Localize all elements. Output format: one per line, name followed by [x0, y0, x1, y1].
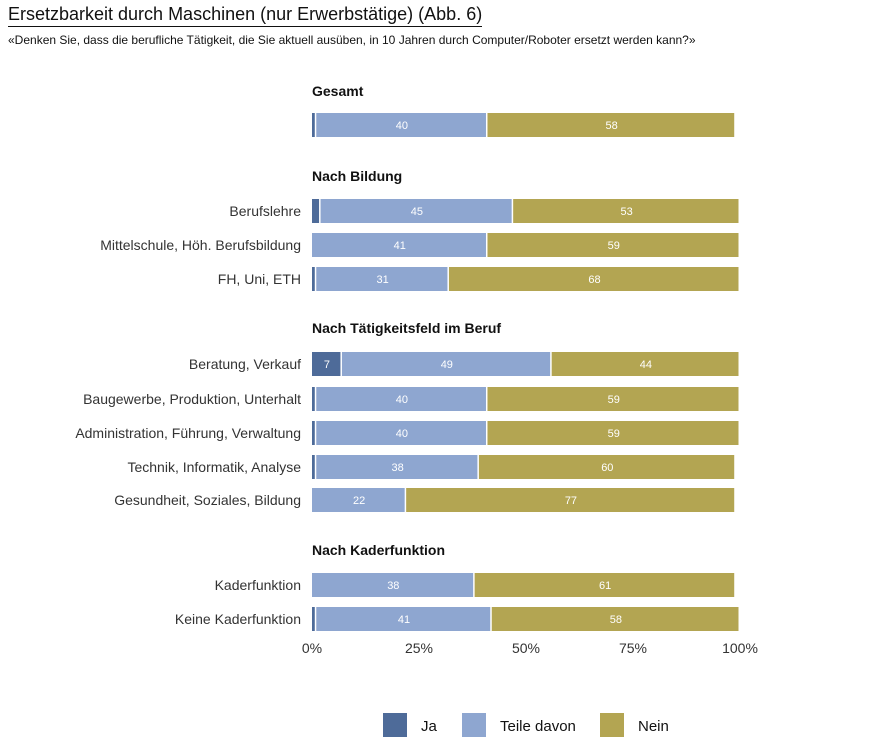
bar-segment-nein [487, 387, 739, 411]
legend-swatch [600, 713, 624, 737]
row-label: Baugewerbe, Produktion, Unterhalt [83, 391, 301, 407]
bar-segment-nein [406, 488, 735, 512]
data-label: 40 [396, 394, 408, 406]
x-tick-label: 50% [512, 640, 540, 656]
x-tick-label: 75% [619, 640, 647, 656]
legend-label: Nein [638, 718, 669, 735]
bar-segment-ja [312, 607, 315, 631]
bar-segment-ja [312, 455, 315, 479]
bar-segment-teile-davon [316, 455, 478, 479]
bar-segment-nein [474, 573, 735, 597]
data-label: 41 [394, 240, 406, 252]
data-label: 22 [353, 495, 365, 507]
group-header: Nach Tätigkeitsfeld im Beruf [312, 320, 501, 336]
data-label: 59 [608, 240, 620, 252]
chart-subtitle: «Denken Sie, dass die berufliche Tätigke… [8, 33, 696, 47]
bar-segment-nein [487, 421, 739, 445]
bar-segment-teile-davon [316, 113, 486, 137]
row-label: FH, Uni, ETH [218, 271, 301, 287]
bar-segment-teile-davon [320, 199, 512, 223]
data-label: 41 [398, 614, 410, 626]
bar-segment-teile-davon [312, 573, 474, 597]
x-tick-label: 25% [405, 640, 433, 656]
bar-segment-teile-davon [316, 267, 448, 291]
row-label: Beratung, Verkauf [189, 356, 301, 372]
data-label: 44 [640, 359, 652, 371]
data-label: 61 [599, 580, 611, 592]
bar-segment-ja [312, 113, 315, 137]
data-label: 31 [376, 274, 388, 286]
group-header: Nach Bildung [312, 168, 402, 184]
legend-swatch [383, 713, 407, 737]
data-label: 7 [324, 359, 330, 371]
data-label: 58 [605, 120, 617, 132]
group-header: Nach Kaderfunktion [312, 542, 445, 558]
bar-segment-nein [478, 455, 735, 479]
bar-segment-nein [487, 233, 739, 257]
legend-label: Ja [421, 718, 438, 735]
bar-segment-teile-davon [316, 421, 486, 445]
row-label: Mittelschule, Höh. Berufsbildung [100, 237, 301, 253]
data-label: 68 [588, 274, 600, 286]
data-label: 49 [441, 359, 453, 371]
group-header: Gesamt [312, 83, 364, 99]
bar-segment-ja [312, 387, 315, 411]
bar-segment-teile-davon [316, 607, 491, 631]
bar-segment-nein [487, 113, 735, 137]
bar-segment-nein [513, 199, 739, 223]
x-tick-label: 0% [302, 640, 322, 656]
bar-segment-nein [491, 607, 739, 631]
data-label: 40 [396, 428, 408, 440]
bar-segment-teile-davon [341, 352, 551, 376]
bar-segment-nein [551, 352, 739, 376]
data-label: 45 [411, 206, 423, 218]
data-label: 77 [565, 495, 577, 507]
row-label: Keine Kaderfunktion [175, 611, 301, 627]
legend-label: Teile davon [500, 718, 576, 735]
row-label: Technik, Informatik, Analyse [127, 459, 301, 475]
data-label: 38 [387, 580, 399, 592]
x-tick-label: 100% [722, 640, 758, 656]
row-label: Berufslehre [229, 203, 301, 219]
bar-segment-ja [312, 421, 315, 445]
bar-segment-teile-davon [316, 387, 486, 411]
data-label: 38 [391, 462, 403, 474]
bar-segment-teile-davon [312, 233, 486, 257]
bar-segment-ja [312, 352, 341, 376]
row-label: Gesundheit, Soziales, Bildung [114, 492, 301, 508]
bar-segment-teile-davon [312, 488, 405, 512]
data-label: 59 [608, 394, 620, 406]
data-label: 60 [601, 462, 613, 474]
data-label: 40 [396, 120, 408, 132]
row-label: Kaderfunktion [215, 577, 301, 593]
legend-swatch [462, 713, 486, 737]
row-label: Administration, Führung, Verwaltung [75, 425, 301, 441]
bar-segment-ja [312, 199, 320, 223]
chart-title: Ersetzbarkeit durch Maschinen (nur Erwer… [8, 4, 483, 27]
bar-segment-nein [448, 267, 739, 291]
bar-segment-ja [312, 267, 315, 291]
data-label: 53 [620, 206, 632, 218]
data-label: 59 [608, 428, 620, 440]
data-label: 58 [610, 614, 622, 626]
